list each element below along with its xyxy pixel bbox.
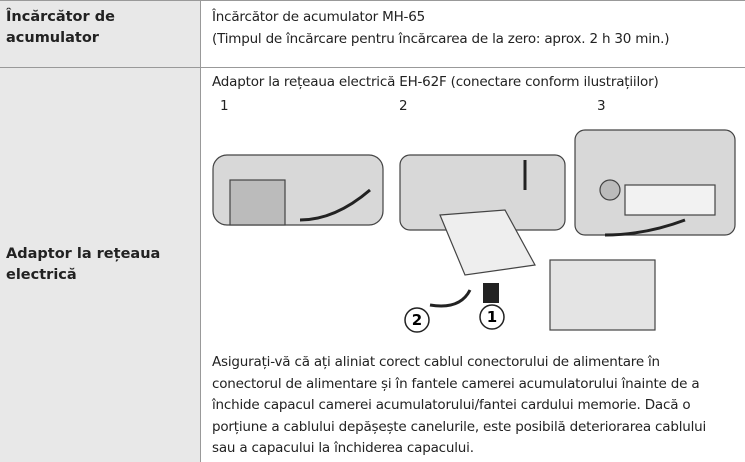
text: (Timpul de încărcare pentru încărcarea d… bbox=[212, 31, 670, 47]
callout: 1 bbox=[487, 308, 497, 326]
note-line: închide capacul camerei acumulatorului/f… bbox=[212, 397, 691, 413]
rule bbox=[0, 0, 745, 1]
note-line: sau a capacului la închiderea capacului. bbox=[212, 440, 474, 456]
row-label: Adaptor la rețeaua electrică bbox=[6, 246, 161, 283]
arrow bbox=[483, 283, 499, 303]
step-number: 1 bbox=[220, 98, 229, 114]
text: Încărcător de acumulator MH-65 bbox=[212, 9, 425, 25]
text: Adaptor la rețeaua electrică EH-62F (con… bbox=[212, 74, 659, 90]
rule bbox=[0, 67, 745, 68]
note-line: conectorul de alimentare și în fantele c… bbox=[212, 375, 700, 392]
row-label: Încărcător de acumulator bbox=[6, 9, 115, 46]
step-number: 2 bbox=[399, 98, 408, 114]
callout-circle bbox=[404, 307, 430, 333]
step-number: 3 bbox=[597, 98, 606, 114]
label-column bbox=[0, 0, 200, 462]
note-line: Asigurați-vă că ați aliniat corect cablu… bbox=[212, 354, 660, 370]
illustration: 1 2 bbox=[212, 129, 736, 333]
note: Asigurați-vă că ați aliniat corect cablu… bbox=[212, 352, 706, 460]
callout: 2 bbox=[412, 311, 422, 329]
callout-circle bbox=[479, 304, 505, 330]
rule bbox=[200, 0, 201, 462]
note-line: porțiune a cablului depășește canelurile… bbox=[212, 418, 707, 435]
